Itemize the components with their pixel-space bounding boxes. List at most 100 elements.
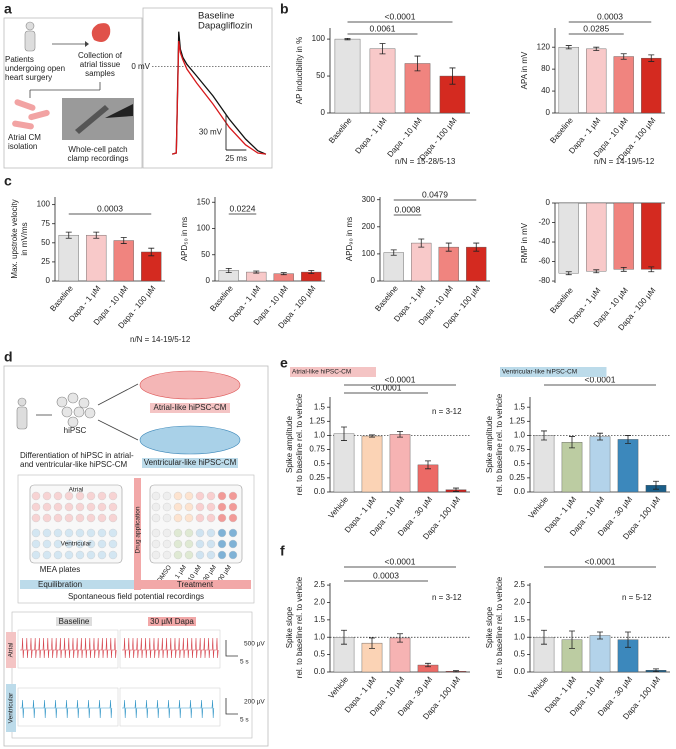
error-bar xyxy=(569,436,575,449)
well xyxy=(53,539,63,549)
frame xyxy=(142,7,273,169)
well xyxy=(108,550,118,560)
y-axis-label: in mV/ms xyxy=(20,222,29,255)
x-tick-label: Baseline xyxy=(208,283,235,313)
y-tick-label: 2.5 xyxy=(314,580,326,589)
y-tick-label: 100 xyxy=(197,224,211,233)
diagram-text: isolation xyxy=(8,142,37,151)
error-bar xyxy=(397,431,403,438)
p-value: <0.0001 xyxy=(585,556,616,566)
y-tick-label: 80 xyxy=(541,64,550,73)
y-axis-label: Spike amplitude xyxy=(485,415,494,472)
error-bar xyxy=(541,430,547,441)
bar xyxy=(334,38,361,114)
diagram-text: heart surgery xyxy=(5,73,52,82)
y-tick-label: 1.0 xyxy=(314,632,326,641)
x-tick-label: Vehicle xyxy=(327,494,351,520)
phase-bar xyxy=(141,580,251,589)
x-tick-label: Vehicle xyxy=(527,494,551,520)
well xyxy=(97,528,107,538)
trace xyxy=(122,637,219,659)
well xyxy=(53,528,63,538)
well xyxy=(206,502,216,512)
trace-frame xyxy=(17,687,119,727)
y-tick-label: 2.5 xyxy=(514,580,526,589)
diagram-text: 500 µV xyxy=(244,641,265,648)
p-value: 0.0003 xyxy=(373,570,399,580)
well xyxy=(86,528,96,538)
well xyxy=(75,513,85,523)
well xyxy=(217,491,227,501)
error-bar xyxy=(449,67,456,85)
well xyxy=(75,539,85,549)
trace-frame xyxy=(119,629,221,669)
bar xyxy=(586,202,607,272)
diagram-text: Patients xyxy=(5,55,34,64)
drug-bar xyxy=(134,478,141,590)
y-tick-label: 25 xyxy=(41,257,50,266)
well xyxy=(173,513,183,523)
bar xyxy=(438,246,459,282)
error-bar xyxy=(593,269,600,274)
p-value: 0.0224 xyxy=(230,203,256,213)
y-axis-label: rel. to baseline rel. to vehicle xyxy=(295,393,304,495)
diagram-text: Treatment xyxy=(177,580,214,589)
y-tick-label: 50 xyxy=(316,71,325,80)
micrograph xyxy=(62,98,134,140)
dose-label: 1 µM xyxy=(174,564,188,580)
error-bar xyxy=(93,231,100,239)
diagram-text: hiPSC xyxy=(64,426,87,435)
error-bar xyxy=(597,432,603,441)
y-tick-label: 1.0 xyxy=(514,632,526,641)
bar xyxy=(641,57,662,114)
scale-bar xyxy=(225,640,238,657)
y-tick-label: 200 xyxy=(362,222,376,231)
arrow xyxy=(85,41,89,47)
well xyxy=(108,502,118,512)
diagram-text: Ventricular xyxy=(8,692,15,724)
diagram-a: Patients undergoing open heart surgery C… xyxy=(3,7,273,169)
y-tick-label: 2.0 xyxy=(314,598,326,607)
p-value: 0.0003 xyxy=(97,203,123,213)
y-tick-label: 0.0 xyxy=(314,487,326,496)
subtitle-bg xyxy=(290,367,376,377)
well xyxy=(206,528,216,538)
panel-label: c xyxy=(4,173,12,189)
y-tick-label: 1.5 xyxy=(314,402,326,411)
label-bg xyxy=(6,684,16,732)
y-tick-label: 75 xyxy=(41,219,50,228)
p-value: <0.0001 xyxy=(385,556,416,566)
label-bg xyxy=(142,458,238,468)
well xyxy=(228,550,238,560)
well xyxy=(162,513,172,523)
y-tick-label: 0.5 xyxy=(314,459,326,468)
well xyxy=(162,491,172,501)
y-tick-label: 1.5 xyxy=(514,402,526,411)
diagram-text: Atrial-like hiPSC-CM xyxy=(154,403,227,412)
p-value: <0.0001 xyxy=(385,11,416,21)
legend-entry: Baseline xyxy=(198,11,234,22)
diagram-text: Collection of xyxy=(78,51,123,60)
scale-label: 30 mV xyxy=(199,128,223,137)
error-bar xyxy=(308,270,315,275)
error-bar xyxy=(453,670,459,673)
p-value: <0.0001 xyxy=(385,374,416,384)
well xyxy=(151,502,161,512)
well xyxy=(173,491,183,501)
trace-frame xyxy=(119,687,221,727)
bar xyxy=(369,48,396,114)
well xyxy=(53,513,63,523)
y-axis-label: AP inducibility in % xyxy=(295,37,304,104)
diagram-d: hiPSC Atrial-like hiPSC-CM Ventricular-l… xyxy=(3,365,269,747)
y-tick-label: 50 xyxy=(201,250,210,259)
y-axis-label: Spike slope xyxy=(485,606,494,648)
person-icon xyxy=(25,21,35,31)
y-tick-label: 120 xyxy=(537,42,551,51)
well xyxy=(217,513,227,523)
well xyxy=(42,539,52,549)
well xyxy=(97,550,107,560)
well xyxy=(151,513,161,523)
bar xyxy=(58,234,79,282)
bar xyxy=(383,252,404,282)
p-value: 0.0008 xyxy=(395,204,421,214)
